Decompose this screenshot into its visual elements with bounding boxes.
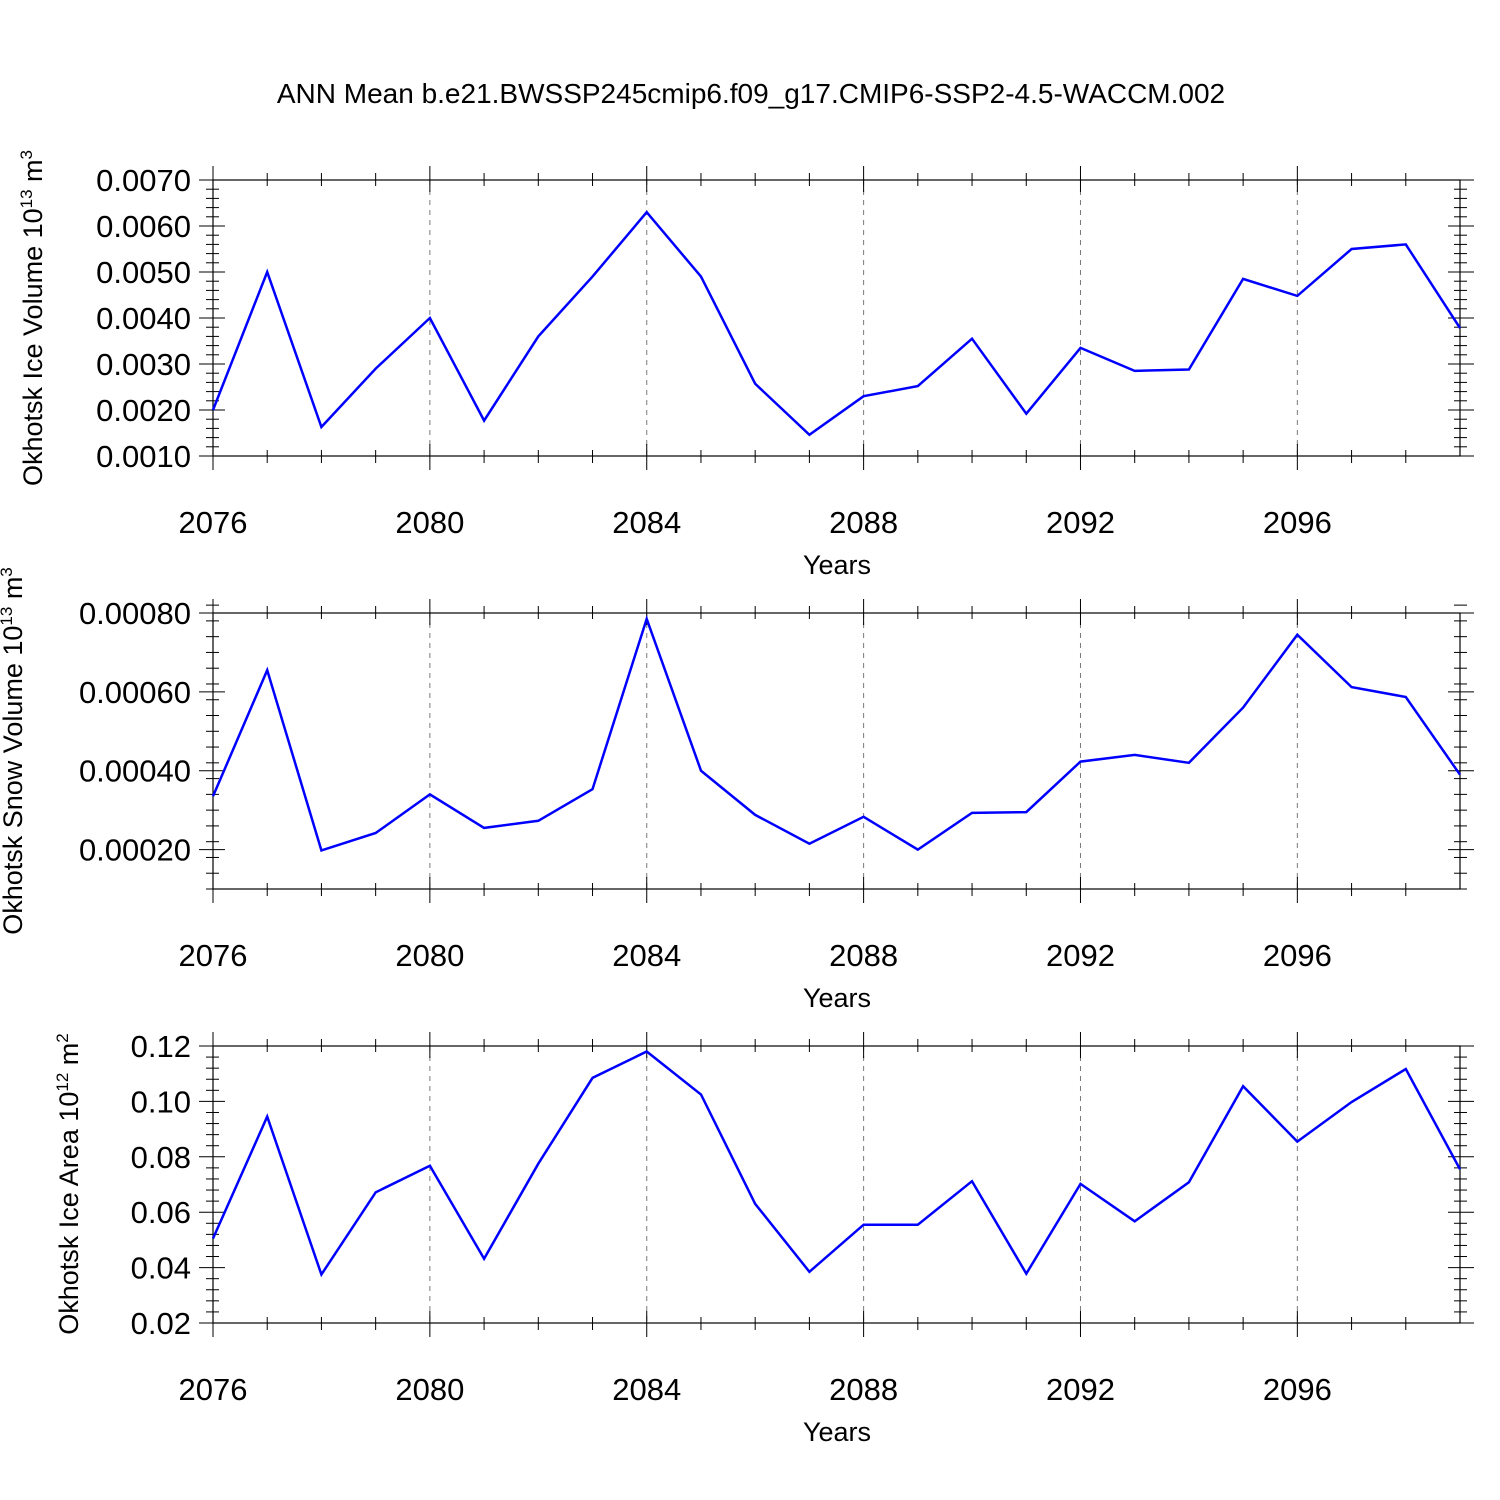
- figure-title: ANN Mean b.e21.BWSSP245cmip6.f09_g17.CMI…: [277, 78, 1225, 109]
- x-axis-label: Years: [803, 983, 871, 1013]
- plot-frame: [212, 612, 1461, 890]
- ice-volume-panel: 2076 2080 2084 2088 2092 2096 0.0010 0.0020 0.00…: [17, 150, 1474, 580]
- y-tick-label: 0.06: [131, 1195, 191, 1230]
- x-tick-label: 2084: [612, 1372, 681, 1407]
- x-tick-label: 2092: [1046, 1372, 1115, 1407]
- snow-volume-panel: 2076 2080 2084 2088 2092 2096 0.00020 0.00040 0.…: [0, 567, 1474, 1013]
- ice-area-panel: 2076 2080 2084 2088 2092 2096 0.02 0.04 0.06 0.08…: [53, 1029, 1474, 1447]
- ice-area-series-line: [211, 1050, 1462, 1278]
- y-tick-label: 0.0040: [96, 301, 191, 336]
- plot-frame: [212, 179, 1461, 457]
- x-tick-label: 2096: [1263, 938, 1332, 973]
- y-tick-label: 0.12: [131, 1029, 191, 1064]
- y-tick-label: 0.00060: [79, 675, 191, 710]
- y-axis-label: Okhotsk Ice Volume 1013 m3: [17, 150, 48, 486]
- x-tick-label: 2092: [1046, 938, 1115, 973]
- y-tick-label: 0.00080: [79, 596, 191, 631]
- y-tick-label: 0.0070: [96, 163, 191, 198]
- y-axis-label: Okhotsk Snow Volume 1013 m3: [0, 567, 28, 935]
- ice-volume-series-line: [211, 210, 1462, 437]
- y-tick-label: 0.00040: [79, 754, 191, 789]
- y-tick-label: 0.04: [131, 1251, 191, 1286]
- x-tick-label: 2084: [612, 505, 681, 540]
- y-tick-label: 0.0020: [96, 393, 191, 428]
- x-tick-label: 2088: [829, 505, 898, 540]
- x-tick-label: 2076: [179, 505, 248, 540]
- y-axis-label: Okhotsk Ice Area 1012 m2: [53, 1033, 84, 1335]
- x-tick-label: 2092: [1046, 505, 1115, 540]
- x-tick-label: 2080: [395, 1372, 464, 1407]
- y-tick-label: 0.0060: [96, 209, 191, 244]
- x-tick-label: 2076: [179, 1372, 248, 1407]
- x-tick-label: 2076: [179, 938, 248, 973]
- snow-volume-series-line: [211, 614, 1462, 852]
- y-tick-label: 0.08: [131, 1140, 191, 1175]
- y-tick-label: 0.00020: [79, 833, 191, 868]
- y-tick-label: 0.10: [131, 1084, 191, 1119]
- y-tick-label: 0.0010: [96, 439, 191, 474]
- plot-frame: [212, 1045, 1461, 1324]
- x-tick-label: 2088: [829, 1372, 898, 1407]
- y-tick-label: 0.0030: [96, 347, 191, 382]
- x-tick-label: 2096: [1263, 1372, 1332, 1407]
- y-tick-label: 0.02: [131, 1306, 191, 1341]
- x-tick-label: 2096: [1263, 505, 1332, 540]
- x-tick-label: 2084: [612, 938, 681, 973]
- x-tick-label: 2088: [829, 938, 898, 973]
- x-axis-label: Years: [803, 550, 871, 580]
- x-axis-label: Years: [803, 1417, 871, 1447]
- x-tick-label: 2080: [395, 938, 464, 973]
- y-tick-label: 0.0050: [96, 255, 191, 290]
- x-tick-label: 2080: [395, 505, 464, 540]
